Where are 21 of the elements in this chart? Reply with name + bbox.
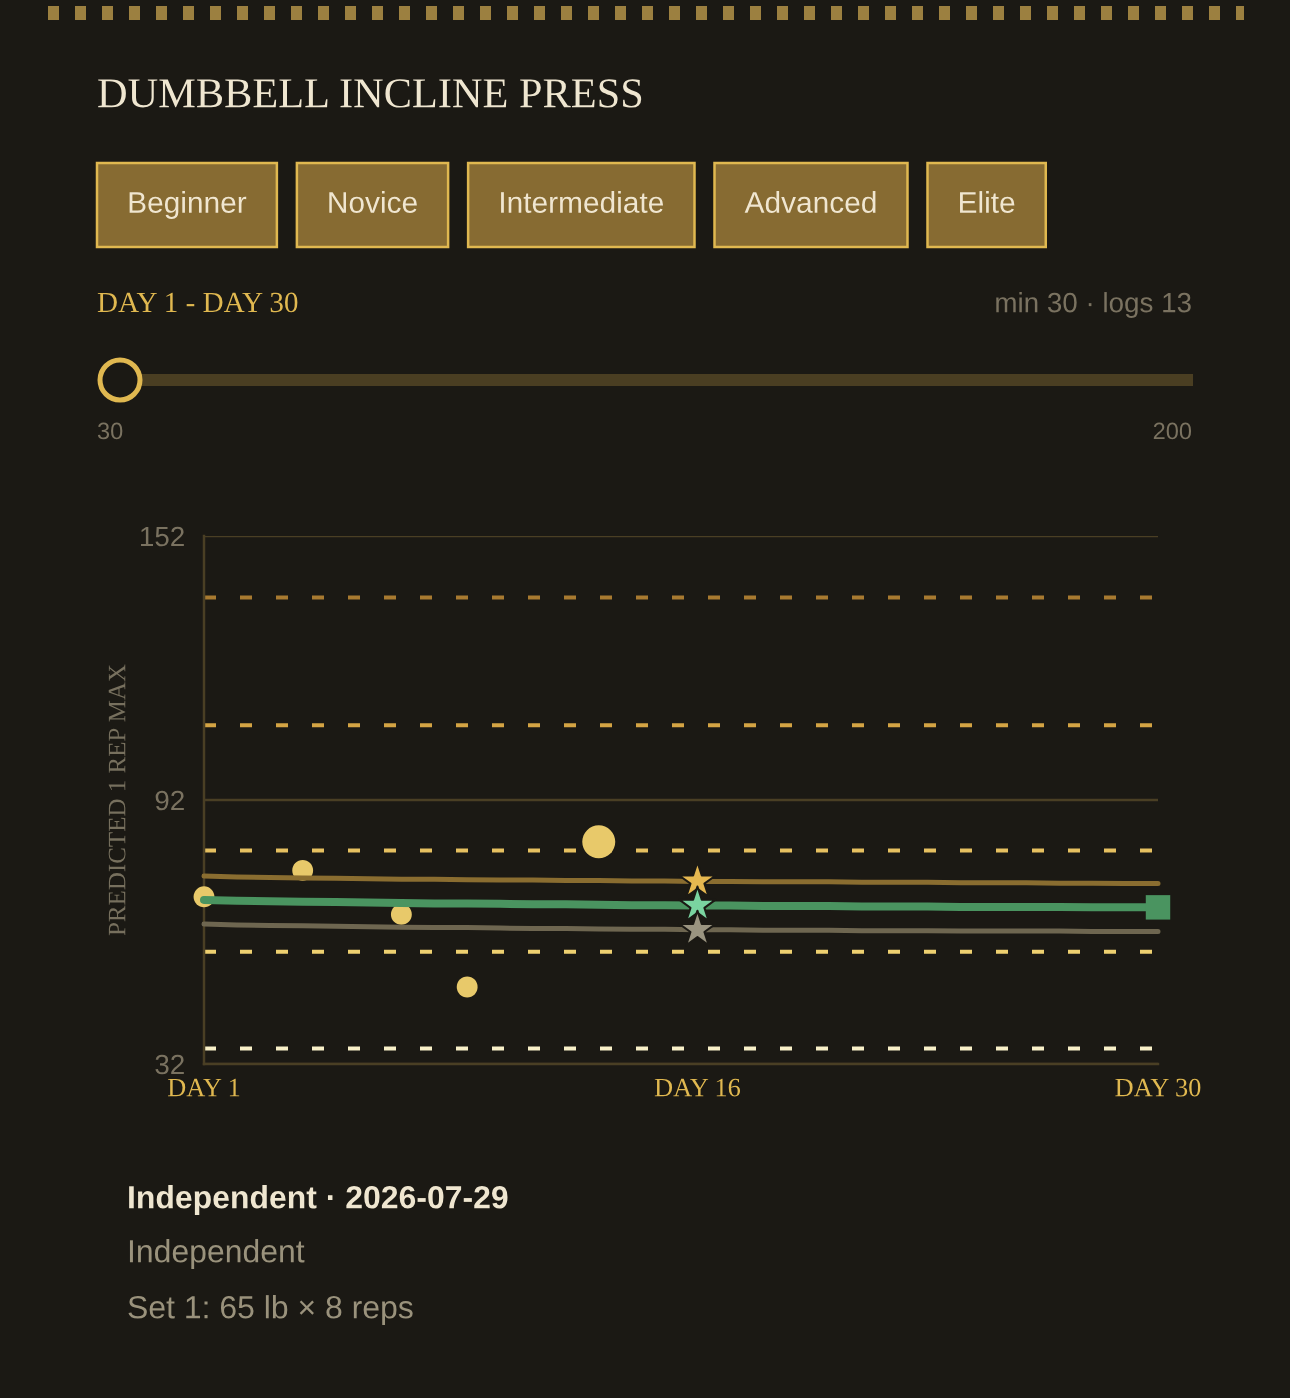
- text: Novice: [329, 191, 417, 214]
- text: 30: [97, 422, 123, 440]
- y-tick-label: 32: [155, 1054, 184, 1075]
- x-tick-label: DAY 1: [167, 1078, 240, 1097]
- text: Intermediate: [501, 191, 663, 214]
- chart-subtitle: DAY 1 - DAY 30: [97, 292, 298, 313]
- y-tick-label: 92: [155, 790, 184, 811]
- x-tick-label: DAY 16: [654, 1078, 741, 1097]
- text: min 30 · logs 13: [996, 292, 1191, 318]
- text: Advanced: [744, 191, 876, 214]
- chart-title: DUMBBELL INCLINE PRESS: [98, 79, 642, 108]
- text: Independent: [129, 1239, 305, 1269]
- x-tick-label: DAY 30: [1115, 1078, 1201, 1097]
- y-tick-label: 152: [141, 526, 184, 547]
- y-axis-title: PREDICTED 1 REP MAX: [108, 664, 126, 936]
- point: [1145, 895, 1171, 920]
- text: 200: [1153, 422, 1192, 440]
- text: Independent · 2026-07-29: [129, 1185, 508, 1215]
- text: Beginner: [129, 191, 247, 219]
- text: Elite: [960, 191, 1015, 214]
- text: Set 1: 65 lb × 8 reps: [128, 1295, 413, 1325]
